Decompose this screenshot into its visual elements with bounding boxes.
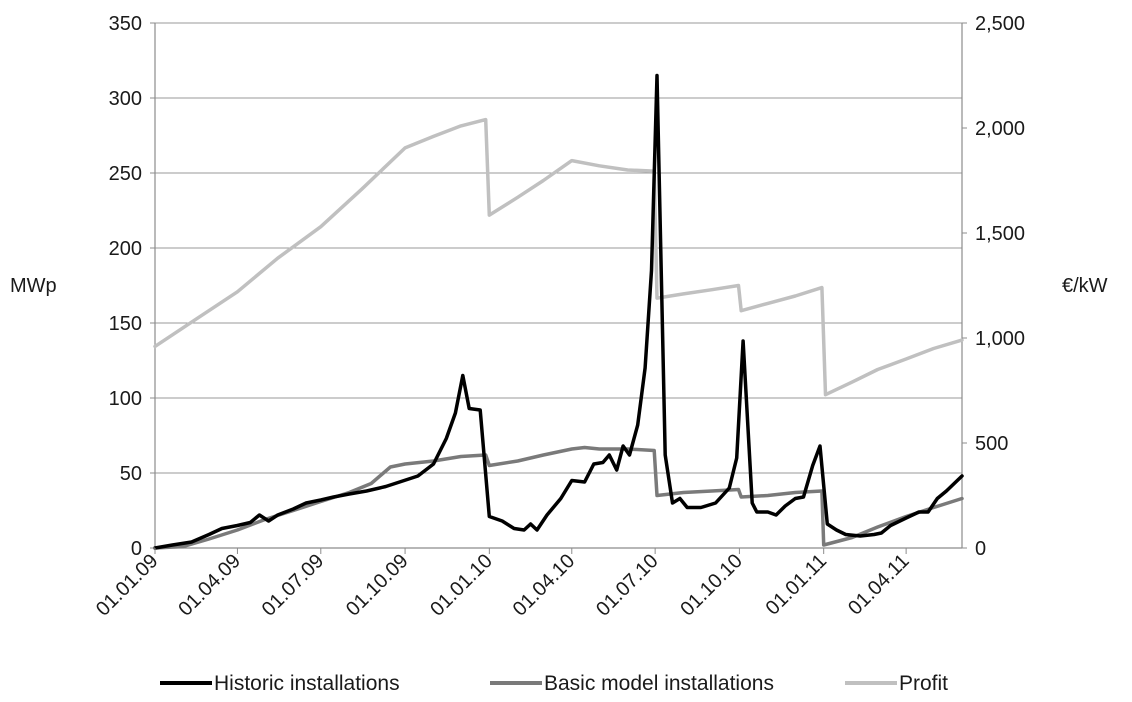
y-left-tick-label: 250 [109, 163, 142, 185]
y-right-ticks: 0 500 1,000 1,500 2,000 2,500 [962, 13, 1025, 560]
x-tick-label: 01.04.09 [174, 550, 245, 621]
x-tick-label: 01.07.09 [258, 550, 329, 621]
y-right-axis-label: €/kW [1062, 275, 1108, 297]
y-left-tick-label: 100 [109, 388, 142, 410]
y-right-tick-label: 500 [975, 433, 1008, 455]
series-line-basic-model-installations [153, 445, 964, 550]
y-right-tick-label: 0 [975, 538, 986, 560]
legend-item-historic-installations: Historic installations [160, 672, 400, 695]
legend-item-basic-model-installations: Basic model installations [490, 672, 774, 695]
grid-lines [155, 22, 962, 474]
x-tick-label: 01.04.11 [844, 550, 914, 620]
x-tick-label: 01.04.10 [509, 550, 580, 621]
legend-label: Basic model installations [544, 672, 774, 695]
y-left-tick-label: 0 [131, 538, 142, 560]
x-tick-label: 01.01.10 [426, 550, 497, 621]
series-line-historic-installations [153, 73, 964, 550]
y-right-tick-label: 1,000 [975, 328, 1025, 350]
legend-item-profit: Profit [845, 672, 948, 695]
y-left-tick-label: 200 [109, 238, 142, 260]
y-right-tick-label: 1,500 [975, 223, 1025, 245]
y-left-tick-label: 300 [109, 88, 142, 110]
legend-label: Profit [899, 672, 948, 695]
x-tick-label: 01.10.09 [342, 550, 413, 621]
x-tick-label: 01.10.10 [676, 550, 747, 621]
y-left-ticks: 0 50 100 150 200 250 300 350 [109, 13, 155, 560]
axes [154, 23, 963, 549]
y-left-axis-label: MWp [10, 275, 57, 297]
y-right-tick-label: 2,000 [975, 118, 1025, 140]
x-tick-label: 01.01.11 [762, 550, 832, 620]
x-tick-label: 01.01.09 [92, 550, 163, 621]
x-ticks: 01.01.09 01.04.09 01.07.09 01.10.09 01.01.10… [92, 548, 914, 621]
legend: Historic installations Basic model instal… [160, 672, 948, 695]
y-left-tick-label: 350 [109, 13, 142, 35]
series-group [153, 73, 964, 550]
x-tick-label: 01.07.10 [592, 550, 663, 621]
y-left-tick-label: 150 [109, 313, 142, 335]
legend-label: Historic installations [214, 672, 400, 695]
series-line-profit [153, 117, 964, 397]
y-left-tick-label: 50 [120, 463, 142, 485]
y-right-tick-label: 2,500 [975, 13, 1025, 35]
